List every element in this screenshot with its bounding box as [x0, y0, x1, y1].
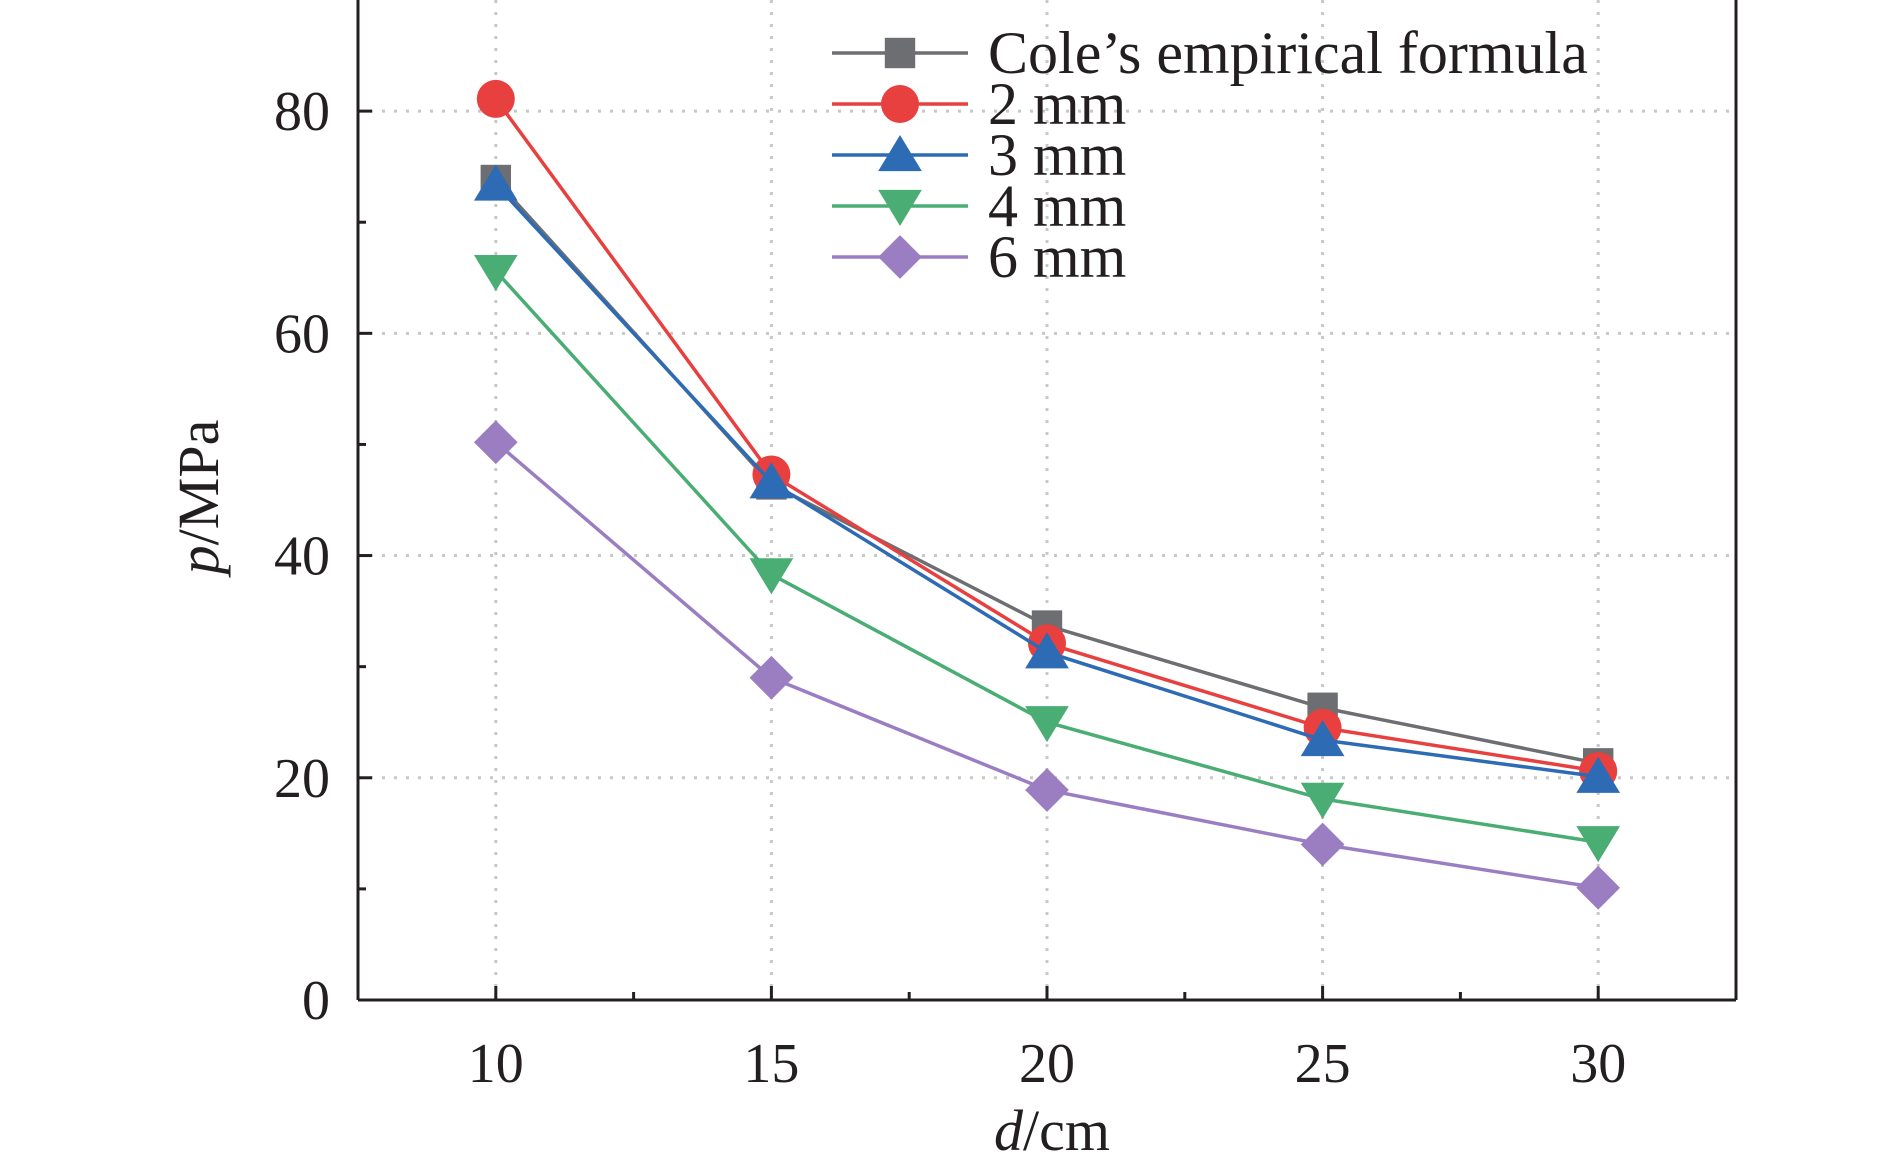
- legend-marker-3: [878, 189, 922, 226]
- legend-item-1: 2 mm: [832, 71, 1126, 137]
- y-axis-title: p/MPa: [166, 420, 231, 579]
- data-point-4-1: [749, 655, 794, 700]
- data-point-3-3: [1300, 782, 1345, 819]
- legend-label-2: 3 mm: [988, 122, 1126, 188]
- y-tick-label-60: 60: [274, 303, 330, 365]
- data-point-2-2: [1025, 632, 1069, 669]
- legend-item-4: 6 mm: [832, 224, 1126, 290]
- series-4: [473, 420, 1621, 910]
- series-3: [473, 254, 1621, 863]
- x-tick-label-25: 25: [1295, 1033, 1351, 1095]
- x-tick-label-15: 15: [743, 1033, 799, 1095]
- y-axis-title-unit: /MPa: [166, 420, 231, 546]
- series-2: [473, 164, 1621, 793]
- data-point-1-0: [476, 79, 515, 118]
- x-tick-label-30: 30: [1570, 1033, 1626, 1095]
- legend-label-0: Cole’s empirical formula: [988, 20, 1588, 86]
- data-point-2-3: [1300, 720, 1345, 757]
- legend-item-2: 3 mm: [832, 122, 1126, 188]
- axis-ticks: 10 15 20 25 30 0 20 40 60 80: [274, 81, 1626, 1095]
- legend-marker-1: [881, 85, 919, 123]
- x-tick-label-10: 10: [468, 1033, 524, 1095]
- x-axis-title: d/cm: [994, 1098, 1110, 1163]
- legend-label-4: 6 mm: [988, 224, 1126, 290]
- series-lines: [473, 79, 1621, 910]
- legend-item-0: Cole’s empirical formula: [832, 20, 1588, 86]
- grid-lines: [358, 0, 1736, 1000]
- y-tick-label-0: 0: [302, 970, 330, 1032]
- legend-marker-4: [878, 235, 922, 279]
- x-tick-label-20: 20: [1019, 1033, 1075, 1095]
- x-axis-title-unit: /cm: [1023, 1098, 1110, 1163]
- data-point-3-4: [1576, 826, 1621, 863]
- data-point-4-2: [1025, 768, 1069, 812]
- legend-marker-2: [878, 135, 922, 172]
- data-point-4-3: [1300, 822, 1345, 867]
- legend-label-1: 2 mm: [988, 71, 1126, 137]
- y-axis-title-variable: p: [166, 545, 231, 578]
- data-point-4-0: [473, 420, 518, 465]
- legend-label-3: 4 mm: [988, 173, 1126, 239]
- data-point-2-0: [473, 164, 518, 201]
- data-point-2-1: [749, 462, 794, 499]
- y-tick-label-80: 80: [274, 81, 330, 143]
- data-point-3-2: [1025, 706, 1069, 743]
- legend-marker-0: [884, 37, 916, 69]
- legend-item-3: 4 mm: [832, 173, 1126, 239]
- x-axis-title-variable: d: [994, 1098, 1024, 1163]
- data-point-2-4: [1576, 756, 1621, 793]
- data-point-3-0: [473, 254, 518, 292]
- data-point-3-1: [749, 558, 794, 595]
- y-tick-label-20: 20: [274, 748, 330, 810]
- data-point-4-4: [1576, 865, 1621, 910]
- y-tick-label-40: 40: [274, 526, 330, 588]
